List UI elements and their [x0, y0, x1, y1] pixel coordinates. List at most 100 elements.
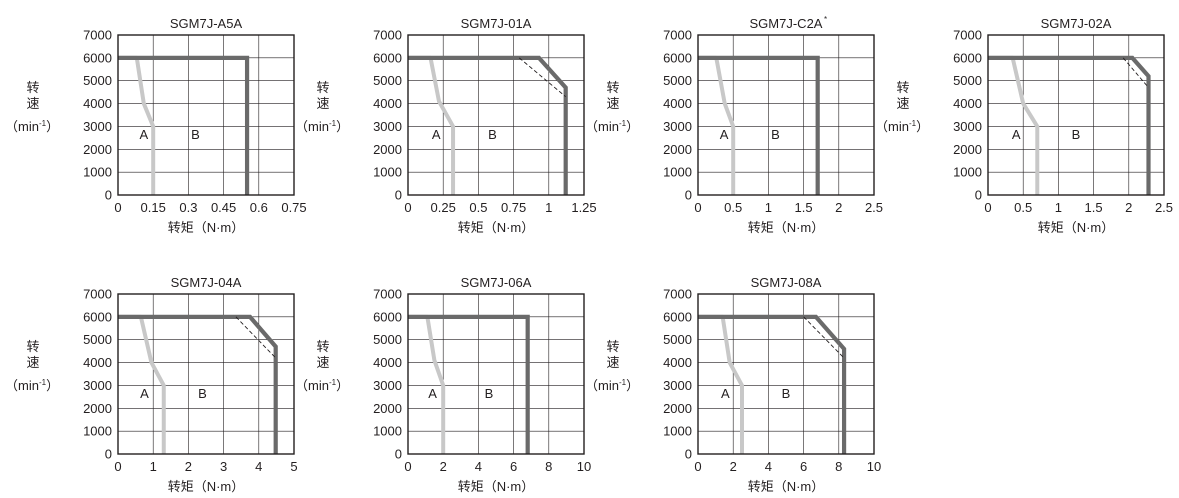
- dashed-limit-line: [518, 57, 566, 98]
- chart-title: SGM7J-04A: [171, 275, 242, 290]
- y-axis-unit-exponent: -1: [39, 378, 47, 387]
- y-axis-unit-base: （min: [585, 119, 619, 134]
- region-label-b: B: [198, 386, 207, 401]
- x-tick-label: 4: [765, 459, 772, 474]
- y-axis-label-line1: 转: [316, 80, 329, 95]
- chart-title: SGM7J-08A: [751, 275, 822, 290]
- y-axis-unit: （min-1）: [585, 119, 639, 134]
- intermittent-duty-curve: [408, 55, 568, 195]
- region-label-b: B: [191, 127, 200, 142]
- y-axis-unit-base: （min: [5, 119, 39, 134]
- y-tick-label: 1000: [373, 165, 402, 180]
- y-axis-label-line2: 速: [26, 96, 39, 111]
- y-tick-label: 6000: [953, 50, 982, 65]
- intermittent-duty-curve: [408, 314, 530, 454]
- region-label-b: B: [485, 386, 494, 401]
- y-axis-unit-exponent: -1: [909, 119, 917, 128]
- y-axis-label-line1: 转: [606, 339, 619, 354]
- x-tick-label: 0.45: [211, 200, 236, 215]
- x-tick-label: 8: [545, 459, 552, 474]
- intermittent-duty-curve: [698, 314, 847, 454]
- y-axis-unit: （min-1）: [295, 119, 349, 134]
- region-label-a: A: [139, 127, 148, 142]
- y-axis-label-line1: 转: [606, 80, 619, 95]
- y-tick-label: 4000: [373, 96, 402, 111]
- x-tick-label: 5: [290, 459, 297, 474]
- x-tick-label: 0: [694, 200, 701, 215]
- x-tick-label: 0: [404, 459, 411, 474]
- y-tick-label: 7000: [83, 28, 112, 43]
- y-axis-unit-close: ）: [626, 119, 639, 134]
- region-label-b: B: [1072, 127, 1081, 142]
- y-tick-label: 7000: [663, 287, 692, 302]
- y-tick-label: 1000: [83, 165, 112, 180]
- y-tick-label: 3000: [83, 119, 112, 134]
- x-axis-label: 转矩（N·m）: [458, 220, 535, 235]
- intermittent-duty-curve: [118, 314, 278, 454]
- y-axis-unit-base: （min: [295, 378, 329, 393]
- y-tick-label: 2000: [83, 401, 112, 416]
- y-axis-label-line2: 速: [316, 355, 329, 370]
- x-tick-label: 4: [475, 459, 482, 474]
- region-label-a: A: [1012, 127, 1021, 142]
- chart-panel: SGM7J-C2A * 0 0.5 1 1.5 2 2.5 0 1000 2000 3000 4000 5…: [585, 15, 883, 235]
- y-tick-label: 1000: [953, 165, 982, 180]
- x-tick-label: 0.5: [724, 200, 742, 215]
- x-tick-label: 1.5: [795, 200, 813, 215]
- x-tick-label: 0.6: [250, 200, 268, 215]
- plot-frame: [697, 293, 875, 455]
- y-tick-label: 6000: [373, 50, 402, 65]
- region-label-a: A: [428, 386, 437, 401]
- x-tick-label: 2: [440, 459, 447, 474]
- y-tick-label: 0: [975, 188, 982, 203]
- y-axis-unit-exponent: -1: [329, 119, 337, 128]
- y-tick-label: 7000: [373, 287, 402, 302]
- x-tick-label: 2.5: [1155, 200, 1173, 215]
- y-tick-label: 1000: [663, 424, 692, 439]
- y-tick-label: 4000: [83, 96, 112, 111]
- y-tick-label: 2000: [953, 142, 982, 157]
- y-tick-label: 6000: [373, 309, 402, 324]
- x-tick-label: 0.75: [501, 200, 526, 215]
- x-tick-label: 6: [510, 459, 517, 474]
- chart-title: SGM7J-C2A: [750, 16, 823, 31]
- y-axis-unit-close: ）: [336, 119, 349, 134]
- plot-frame: [407, 293, 585, 455]
- chart-title: SGM7J-06A: [461, 275, 532, 290]
- x-tick-label: 4: [255, 459, 262, 474]
- y-tick-label: 3000: [953, 119, 982, 134]
- y-axis-unit-exponent: -1: [329, 378, 337, 387]
- intermittent-duty-curve: [988, 55, 1151, 195]
- y-tick-label: 1000: [663, 165, 692, 180]
- y-axis-unit-base: （min: [585, 378, 619, 393]
- y-tick-label: 3000: [663, 119, 692, 134]
- y-tick-label: 5000: [663, 73, 692, 88]
- y-tick-label: 5000: [373, 332, 402, 347]
- intermittent-duty-curve: [698, 55, 820, 195]
- x-axis-label: 转矩（N·m）: [748, 479, 825, 494]
- x-axis-label: 转矩（N·m）: [168, 479, 245, 494]
- y-axis-label-line2: 速: [606, 355, 619, 370]
- region-label-a: A: [432, 127, 441, 142]
- x-tick-label: 10: [577, 459, 591, 474]
- y-axis-unit-exponent: -1: [39, 119, 47, 128]
- y-axis-unit-close: ）: [46, 378, 59, 393]
- y-tick-label: 0: [105, 447, 112, 462]
- region-label-a: A: [140, 386, 149, 401]
- y-tick-label: 5000: [83, 73, 112, 88]
- dashed-limit-line: [235, 316, 277, 359]
- chart-panel: SGM7J-A5A 0 0.15 0.3 0.45 0.6 0.75 0 1000 2000 300…: [5, 16, 307, 235]
- x-axis-label: 转矩（N·m）: [1038, 220, 1115, 235]
- title-mark: *: [824, 15, 827, 24]
- x-axis-label: 转矩（N·m）: [748, 220, 825, 235]
- y-axis-unit: （min-1）: [875, 119, 929, 134]
- y-tick-label: 4000: [83, 355, 112, 370]
- y-tick-label: 5000: [83, 332, 112, 347]
- x-tick-label: 2: [835, 200, 842, 215]
- x-tick-label: 0.75: [281, 200, 306, 215]
- y-tick-label: 2000: [83, 142, 112, 157]
- x-tick-label: 0: [694, 459, 701, 474]
- y-axis-unit: （min-1）: [585, 378, 639, 393]
- x-tick-label: 0.15: [141, 200, 166, 215]
- chart-panel: SGM7J-08A 0 2 4 6 8 10 0 1000 2000 3000 4000 5000 600…: [585, 275, 881, 494]
